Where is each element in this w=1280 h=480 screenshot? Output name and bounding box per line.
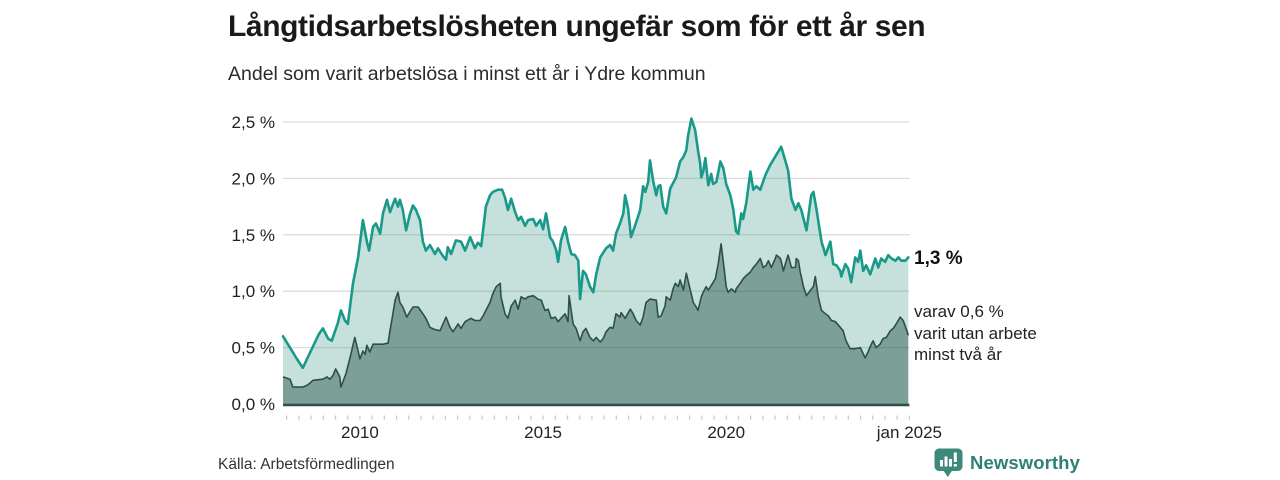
total-line bbox=[281, 117, 910, 370]
newsworthy-icon bbox=[934, 448, 963, 477]
y-tick-label: 1,0 % bbox=[232, 282, 275, 301]
y-tick-label: 1,5 % bbox=[232, 226, 275, 245]
page-title: Långtidsarbetslösheten ungefär som för e… bbox=[228, 10, 926, 43]
secondary-annotation: varav 0,6 % varit utan arbete minst två … bbox=[914, 302, 1037, 364]
chart-subtitle: Andel som varit arbetslösa i minst ett å… bbox=[228, 63, 706, 85]
y-tick-label: 2,5 % bbox=[232, 113, 275, 132]
brand-name: Newsworthy bbox=[970, 452, 1080, 473]
source-note: Källa: Arbetsförmedlingen bbox=[218, 456, 395, 473]
y-tick-label: 0,0 % bbox=[232, 395, 275, 414]
x-tick-label: jan 2025 bbox=[876, 423, 942, 442]
total-area bbox=[283, 118, 909, 404]
y-tick-label: 2,0 % bbox=[232, 169, 275, 188]
y-tick-label: 0,5 % bbox=[232, 339, 275, 358]
x-tick-label: 2015 bbox=[524, 423, 562, 442]
x-tick-label: 2020 bbox=[707, 423, 745, 442]
end-value-label: 1,3 % bbox=[914, 248, 963, 269]
brand-logo: Newsworthy bbox=[934, 448, 1080, 478]
two-year-area bbox=[283, 243, 909, 404]
two-year-line bbox=[282, 243, 910, 388]
x-tick-label: 2010 bbox=[341, 423, 379, 442]
